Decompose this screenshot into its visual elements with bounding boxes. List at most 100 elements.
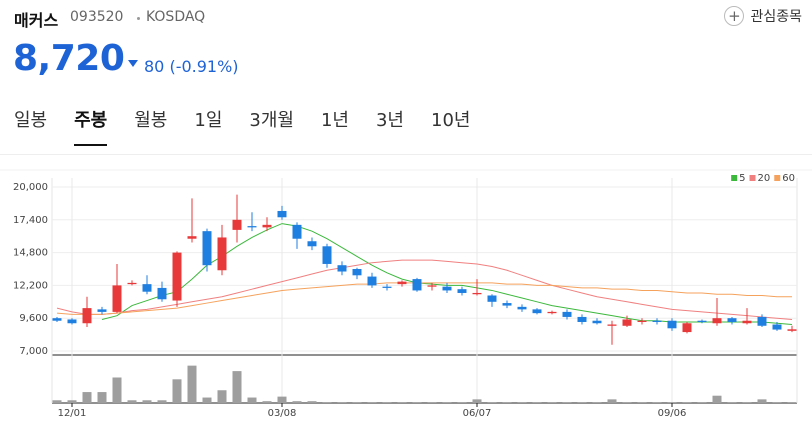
candle-body [157, 287, 167, 300]
candle-body [67, 319, 77, 324]
tab[interactable]: 월봉 [134, 110, 168, 131]
candle-body [412, 279, 422, 291]
volume-bar [742, 402, 752, 403]
volume-bar [712, 395, 722, 403]
y-tick-label: 12,200 [13, 280, 48, 291]
volume-bar [397, 402, 407, 403]
volume-bar [82, 392, 92, 403]
candle-body [322, 246, 332, 264]
volume-bar [547, 402, 557, 403]
candle-body [637, 320, 647, 322]
candle-body [427, 285, 437, 287]
volume-bar [67, 400, 77, 403]
volume-bar [772, 402, 782, 403]
candle-body [382, 286, 392, 288]
x-tick-label: 03/08 [268, 408, 297, 419]
candle-body [787, 329, 797, 331]
tabs: 일봉 주봉 월봉 1일 3개월 1년 3년 10년 [0, 106, 483, 146]
candle-body [52, 318, 62, 321]
candle-body [337, 265, 347, 272]
candle-body [712, 318, 722, 324]
volume-bar [667, 402, 677, 403]
candle-body [127, 282, 137, 285]
candle-body [487, 295, 497, 302]
volume-bar [622, 402, 632, 403]
candle-body [697, 320, 707, 322]
volume-bar [727, 402, 737, 403]
candle-body [82, 308, 92, 324]
candle-body [247, 226, 257, 228]
candle-body [142, 284, 152, 292]
x-tick-label: 12/01 [58, 408, 87, 419]
stock-name: 매커스 [14, 11, 59, 30]
candle-body [592, 320, 602, 324]
price: 8,720 [13, 38, 125, 79]
volume-bar [247, 397, 257, 403]
volume-bar [367, 402, 377, 403]
tab[interactable]: 1일 [194, 110, 223, 131]
watch-button[interactable]: + 관심종목 [724, 6, 802, 26]
volume-bar [322, 402, 332, 403]
tab[interactable]: 3개월 [249, 110, 294, 131]
tab[interactable]: 일봉 [14, 110, 48, 131]
candle-body [727, 318, 737, 322]
volume-bar [787, 402, 797, 403]
volume-bar [562, 402, 572, 403]
candle-body [757, 316, 767, 326]
change: 80 (-0.91%) [144, 57, 239, 76]
candle-body [682, 323, 692, 333]
tab[interactable]: 3년 [375, 110, 404, 131]
candle-body [442, 286, 452, 291]
y-tick-label: 17,400 [13, 215, 48, 226]
down-triangle [128, 60, 138, 67]
volume-bar [337, 402, 347, 403]
y-tick-label: 7,000 [19, 346, 48, 357]
volume-bar [502, 402, 512, 403]
y-tick-label: 20,000 [13, 182, 48, 193]
volume-bar [277, 396, 287, 403]
candle-body [112, 285, 122, 312]
candle-body [262, 224, 272, 228]
legend-label: 20 [758, 173, 771, 184]
change-pct: (-0.91%) [169, 57, 239, 76]
plus-icon: + [724, 6, 745, 26]
watch-label: 관심종목 [750, 9, 802, 25]
candle-body [577, 316, 587, 322]
candle-body [457, 289, 467, 293]
candle-body [97, 309, 107, 312]
volume-bar [592, 402, 602, 403]
x-tick-label: 09/06 [658, 408, 687, 419]
volume-bar [52, 400, 62, 403]
volume-bar [292, 401, 302, 403]
candle-body [352, 269, 362, 276]
candle-body [502, 303, 512, 306]
legend-label: 5 [739, 173, 745, 184]
volume-bar [262, 401, 272, 403]
candle-body [172, 252, 182, 301]
candle-body [277, 210, 287, 218]
candle-body [652, 320, 662, 322]
volume-bar [457, 402, 467, 403]
tab[interactable]: 1년 [320, 110, 349, 131]
volume-bar [487, 402, 497, 403]
tab[interactable]: 10년 [431, 110, 471, 131]
volume-bar [382, 402, 392, 403]
candle-body [547, 311, 557, 314]
candle-body [202, 231, 212, 266]
stock-code: 093520 [70, 9, 124, 25]
volume-bar [157, 400, 167, 403]
volume-bar [217, 390, 227, 403]
volume-bar [637, 402, 647, 403]
candle-body [472, 292, 482, 295]
change-value: 80 [144, 57, 165, 76]
tab[interactable]: 주봉 [74, 106, 108, 146]
volume-bar [232, 371, 242, 403]
volume-bar [577, 402, 587, 403]
volume-bar [307, 401, 317, 403]
volume-bar [697, 402, 707, 403]
volume-bar [112, 377, 122, 403]
volume-bar [442, 402, 452, 403]
legend-swatch [749, 175, 756, 181]
candle-body [232, 219, 242, 230]
legend-swatch [774, 175, 781, 181]
